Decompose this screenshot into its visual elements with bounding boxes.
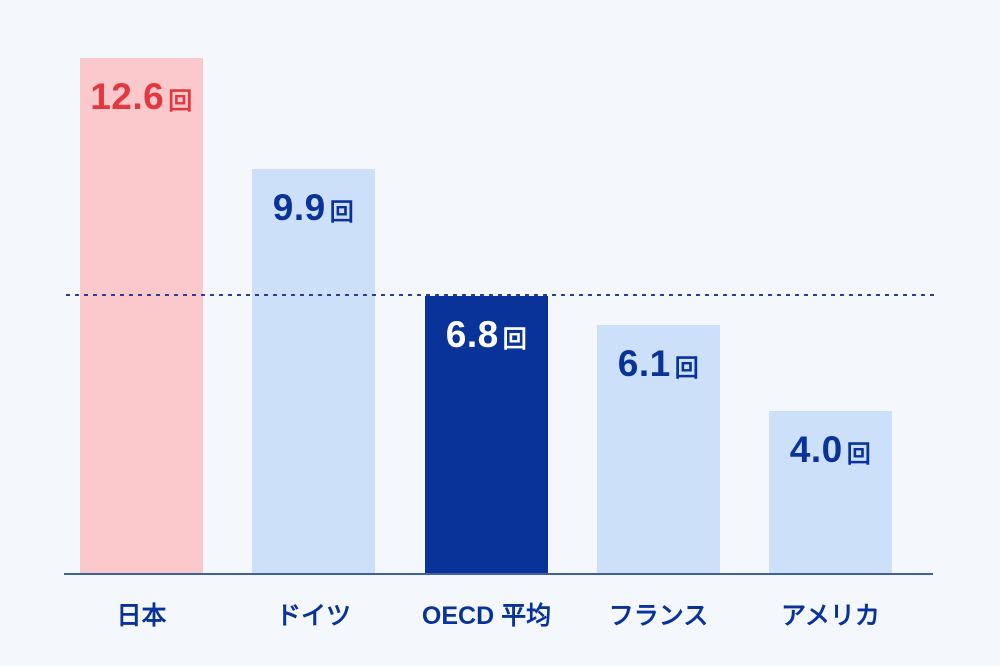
bar-value-number: 6.8: [445, 314, 499, 355]
bar-3: 6.1 回: [597, 325, 720, 575]
category-label-4: アメリカ: [781, 602, 880, 630]
bar-value-unit: 回: [674, 355, 700, 382]
bar-0: 12.6 回: [80, 58, 203, 575]
bar-value-number: 6.1: [617, 343, 671, 384]
bar-value-label: 12.6 回: [90, 58, 193, 118]
category-label-1: ドイツ: [275, 602, 351, 630]
bar-value-number: 12.6: [90, 76, 165, 117]
bar-value-label: 9.9 回: [273, 169, 354, 229]
bar-value-label: 6.1 回: [618, 325, 699, 385]
bar-value-number: 4.0: [789, 429, 843, 470]
category-label-0: 日本: [116, 602, 167, 630]
bar-value-unit: 回: [502, 326, 528, 353]
bar-value-unit: 回: [846, 441, 872, 468]
category-label-2: OECD 平均: [421, 602, 552, 630]
bar-value-unit: 回: [168, 88, 193, 115]
reference-line-oecd-average: [66, 294, 934, 296]
bar-4: 4.0 回: [769, 411, 892, 575]
bar-value-label: 4.0 回: [790, 411, 871, 471]
bar-value-unit: 回: [329, 199, 355, 226]
bar-value-number: 9.9: [272, 187, 326, 228]
bar-2: 6.8 回: [425, 296, 548, 575]
category-label-3: フランス: [608, 602, 709, 630]
x-axis-line: [64, 573, 933, 575]
bar-1: 9.9 回: [252, 169, 375, 575]
bar-value-label: 6.8 回: [446, 296, 527, 356]
